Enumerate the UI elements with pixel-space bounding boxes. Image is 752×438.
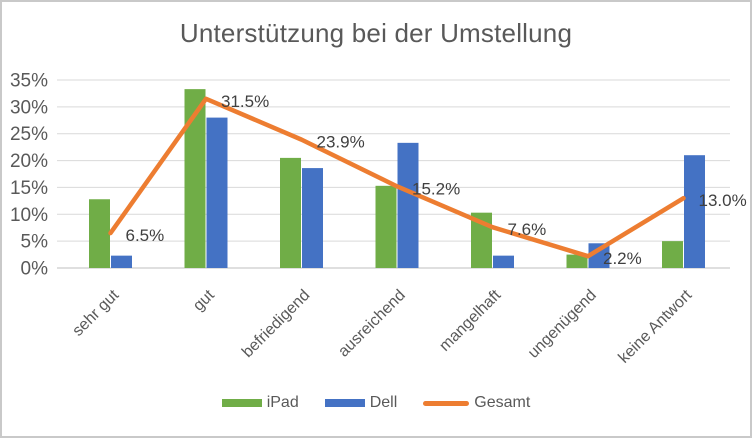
y-tick-label: 15%: [10, 178, 48, 199]
y-tick-label: 5%: [21, 232, 49, 253]
legend: iPad Dell Gesamt: [2, 394, 750, 412]
x-category-label-gut: gut: [190, 286, 218, 314]
data-label-ausreichend: 15.2%: [412, 179, 460, 198]
bar-ipad-sehr-gut: [89, 199, 110, 268]
y-tick-label: 30%: [10, 97, 48, 118]
bar-dell-mangelhaft: [493, 255, 514, 268]
legend-item-ipad: iPad: [221, 394, 299, 412]
data-label-sehr-gut: 6.5%: [126, 226, 165, 245]
legend-item-dell: Dell: [324, 394, 398, 412]
legend-label-gesamt: Gesamt: [474, 394, 531, 411]
legend-label-dell: Dell: [369, 394, 398, 411]
x-category-label-ausreichend: ausreichend: [335, 287, 409, 361]
legend-label-ipad: iPad: [266, 394, 299, 411]
x-category-label-sehr-gut: sehr gut: [69, 286, 122, 339]
ipad-bar-swatch-icon: [221, 399, 262, 407]
bar-dell-keine-antwort: [684, 155, 705, 268]
data-label-mangelhaft: 7.6%: [508, 220, 547, 239]
dell-bar-swatch-icon: [324, 399, 365, 407]
gesamt-line-swatch-icon: [423, 400, 470, 406]
x-category-label-mangelhaft: mangelhaft: [436, 286, 504, 354]
bar-ipad-gut: [184, 89, 206, 268]
y-tick-label: 0%: [21, 259, 49, 280]
legend-item-gesamt: Gesamt: [423, 394, 530, 412]
bar-dell-gut: [206, 117, 228, 268]
chart-title: Unterstützung bei der Umstellung: [179, 18, 573, 48]
bar-dell-befriedigend: [302, 168, 323, 268]
data-label-ungenügend: 2.2%: [603, 249, 642, 268]
bar-ipad-ausreichend: [375, 185, 397, 268]
bar-ipad-keine-antwort: [662, 241, 683, 268]
y-tick-label: 35%: [10, 71, 48, 92]
gesamt-line: [108, 96, 686, 259]
bar-dell-sehr-gut: [111, 255, 132, 268]
bar-dell-ausreichend: [397, 142, 419, 268]
y-tick-label: 20%: [10, 151, 48, 172]
x-category-label-befriedigend: befriedigend: [239, 287, 313, 361]
x-category-label-keine-antwort: keine Antwort: [615, 286, 695, 366]
x-category-label-ungenügend: ungenügend: [525, 287, 600, 362]
data-label-keine-antwort: 13.0%: [699, 191, 747, 210]
bar-ipad-befriedigend: [280, 157, 301, 268]
y-tick-label: 25%: [10, 124, 48, 145]
y-tick-label: 10%: [10, 205, 48, 226]
data-label-gut: 31.5%: [221, 92, 269, 111]
bar-dell-ungenügend: [588, 243, 610, 268]
data-label-befriedigend: 23.9%: [317, 133, 365, 152]
bar-ipad-ungenügend: [566, 254, 588, 268]
